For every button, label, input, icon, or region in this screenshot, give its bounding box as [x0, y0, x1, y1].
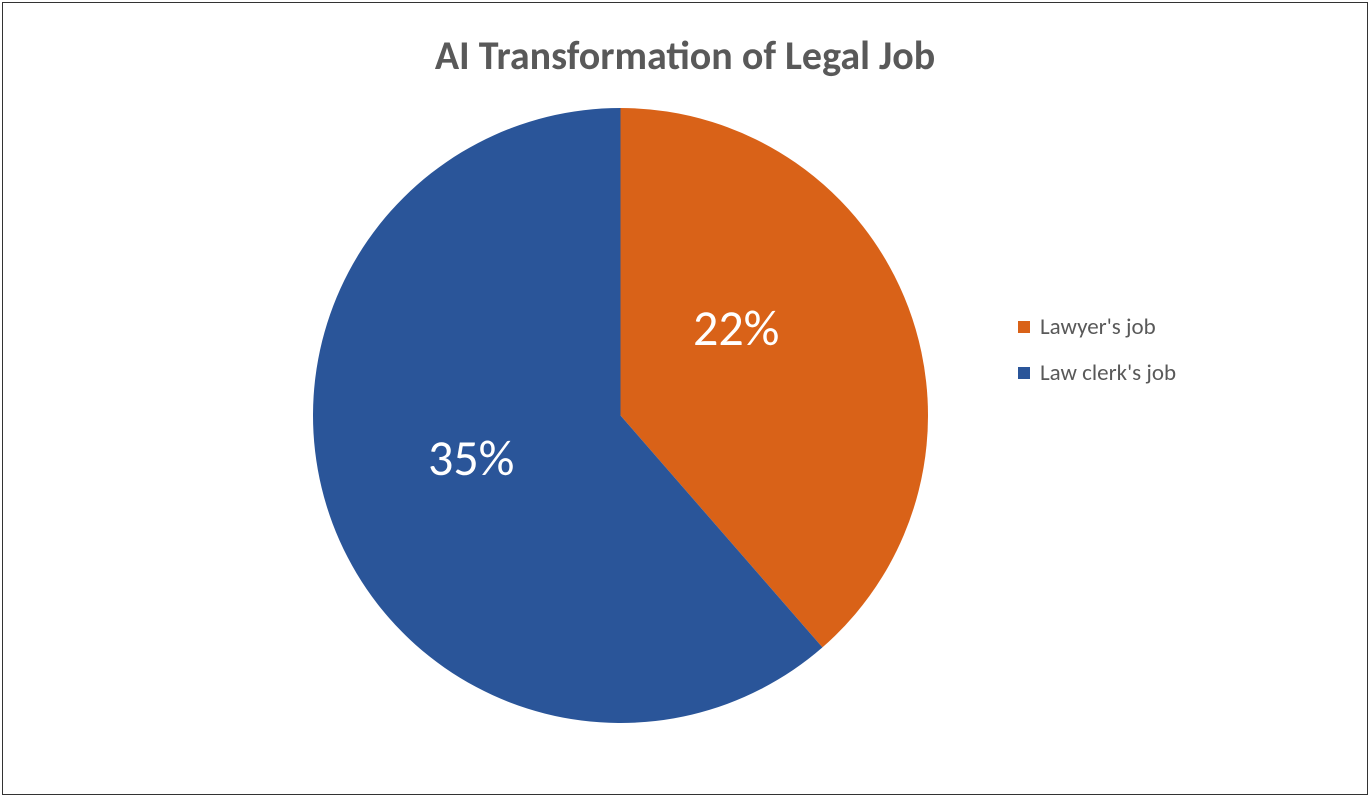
chart-title: AI Transformation of Legal Job — [435, 31, 935, 80]
pie-svg — [313, 108, 928, 723]
chart-container: AI Transformation of Legal Job 22% 35% L… — [2, 2, 1368, 795]
legend-item-lawyer: Lawyer's job — [1018, 313, 1176, 341]
legend-marker-law-clerk — [1018, 367, 1030, 379]
legend: Lawyer's job Law clerk's job — [1018, 313, 1176, 405]
legend-item-law-clerk: Law clerk's job — [1018, 359, 1176, 387]
pie-chart: 22% 35% — [313, 108, 928, 723]
slice-label-lawyer: 22% — [693, 298, 779, 359]
legend-marker-lawyer — [1018, 321, 1030, 333]
slice-label-law-clerk: 35% — [428, 428, 514, 489]
legend-text-law-clerk: Law clerk's job — [1040, 359, 1176, 387]
legend-text-lawyer: Lawyer's job — [1040, 313, 1156, 341]
